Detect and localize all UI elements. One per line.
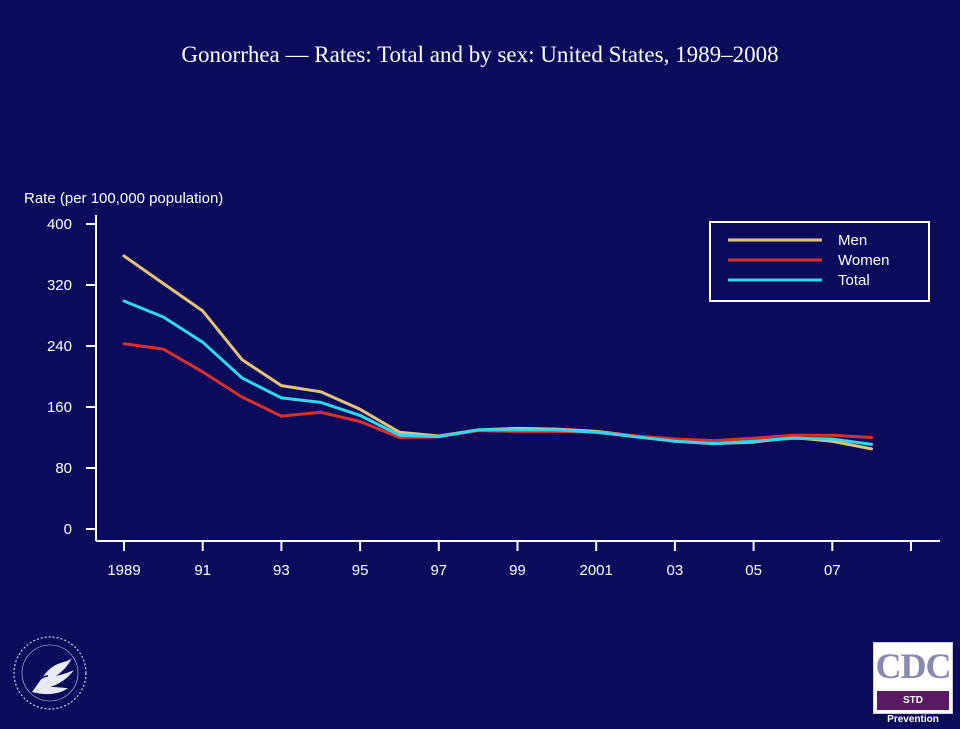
y-tick-label: 400 <box>47 216 72 233</box>
cdc-logo: CDC STD Prevention <box>873 642 953 725</box>
y-tick-label: 320 <box>47 277 72 294</box>
series-line-men <box>122 254 874 451</box>
legend-box <box>709 221 930 302</box>
x-tick-label: 97 <box>430 562 447 579</box>
cdc-logo-subtitle: STD Prevention <box>877 691 949 725</box>
chart-title: Gonorrhea — Rates: Total and by sex: Uni… <box>181 42 779 67</box>
y-axis-label: Rate (per 100,000 population) <box>24 190 223 207</box>
x-tick-label: 1989 <box>107 562 140 579</box>
x-tick-label: 91 <box>194 562 211 579</box>
x-tick-label: 05 <box>745 562 762 579</box>
x-tick-label: 2001 <box>580 562 613 579</box>
series-line-total <box>122 299 874 446</box>
y-tick-label: 80 <box>55 460 72 477</box>
y-tick-label: 0 <box>64 521 72 538</box>
series-line-women <box>122 342 874 443</box>
y-tick-label: 160 <box>47 399 72 416</box>
legend-label-women: Women <box>838 252 889 269</box>
hhs-eagle-logo <box>13 636 87 710</box>
legend-label-men: Men <box>838 232 867 249</box>
x-tick-label: 07 <box>824 562 841 579</box>
legend-label-total: Total <box>838 272 870 289</box>
x-tick-label: 95 <box>352 562 369 579</box>
x-tick-label: 03 <box>667 562 684 579</box>
x-tick-label: 93 <box>273 562 290 579</box>
cdc-logo-text: CDC <box>875 646 952 686</box>
y-tick-label: 240 <box>47 338 72 355</box>
x-tick-label: 99 <box>509 562 526 579</box>
